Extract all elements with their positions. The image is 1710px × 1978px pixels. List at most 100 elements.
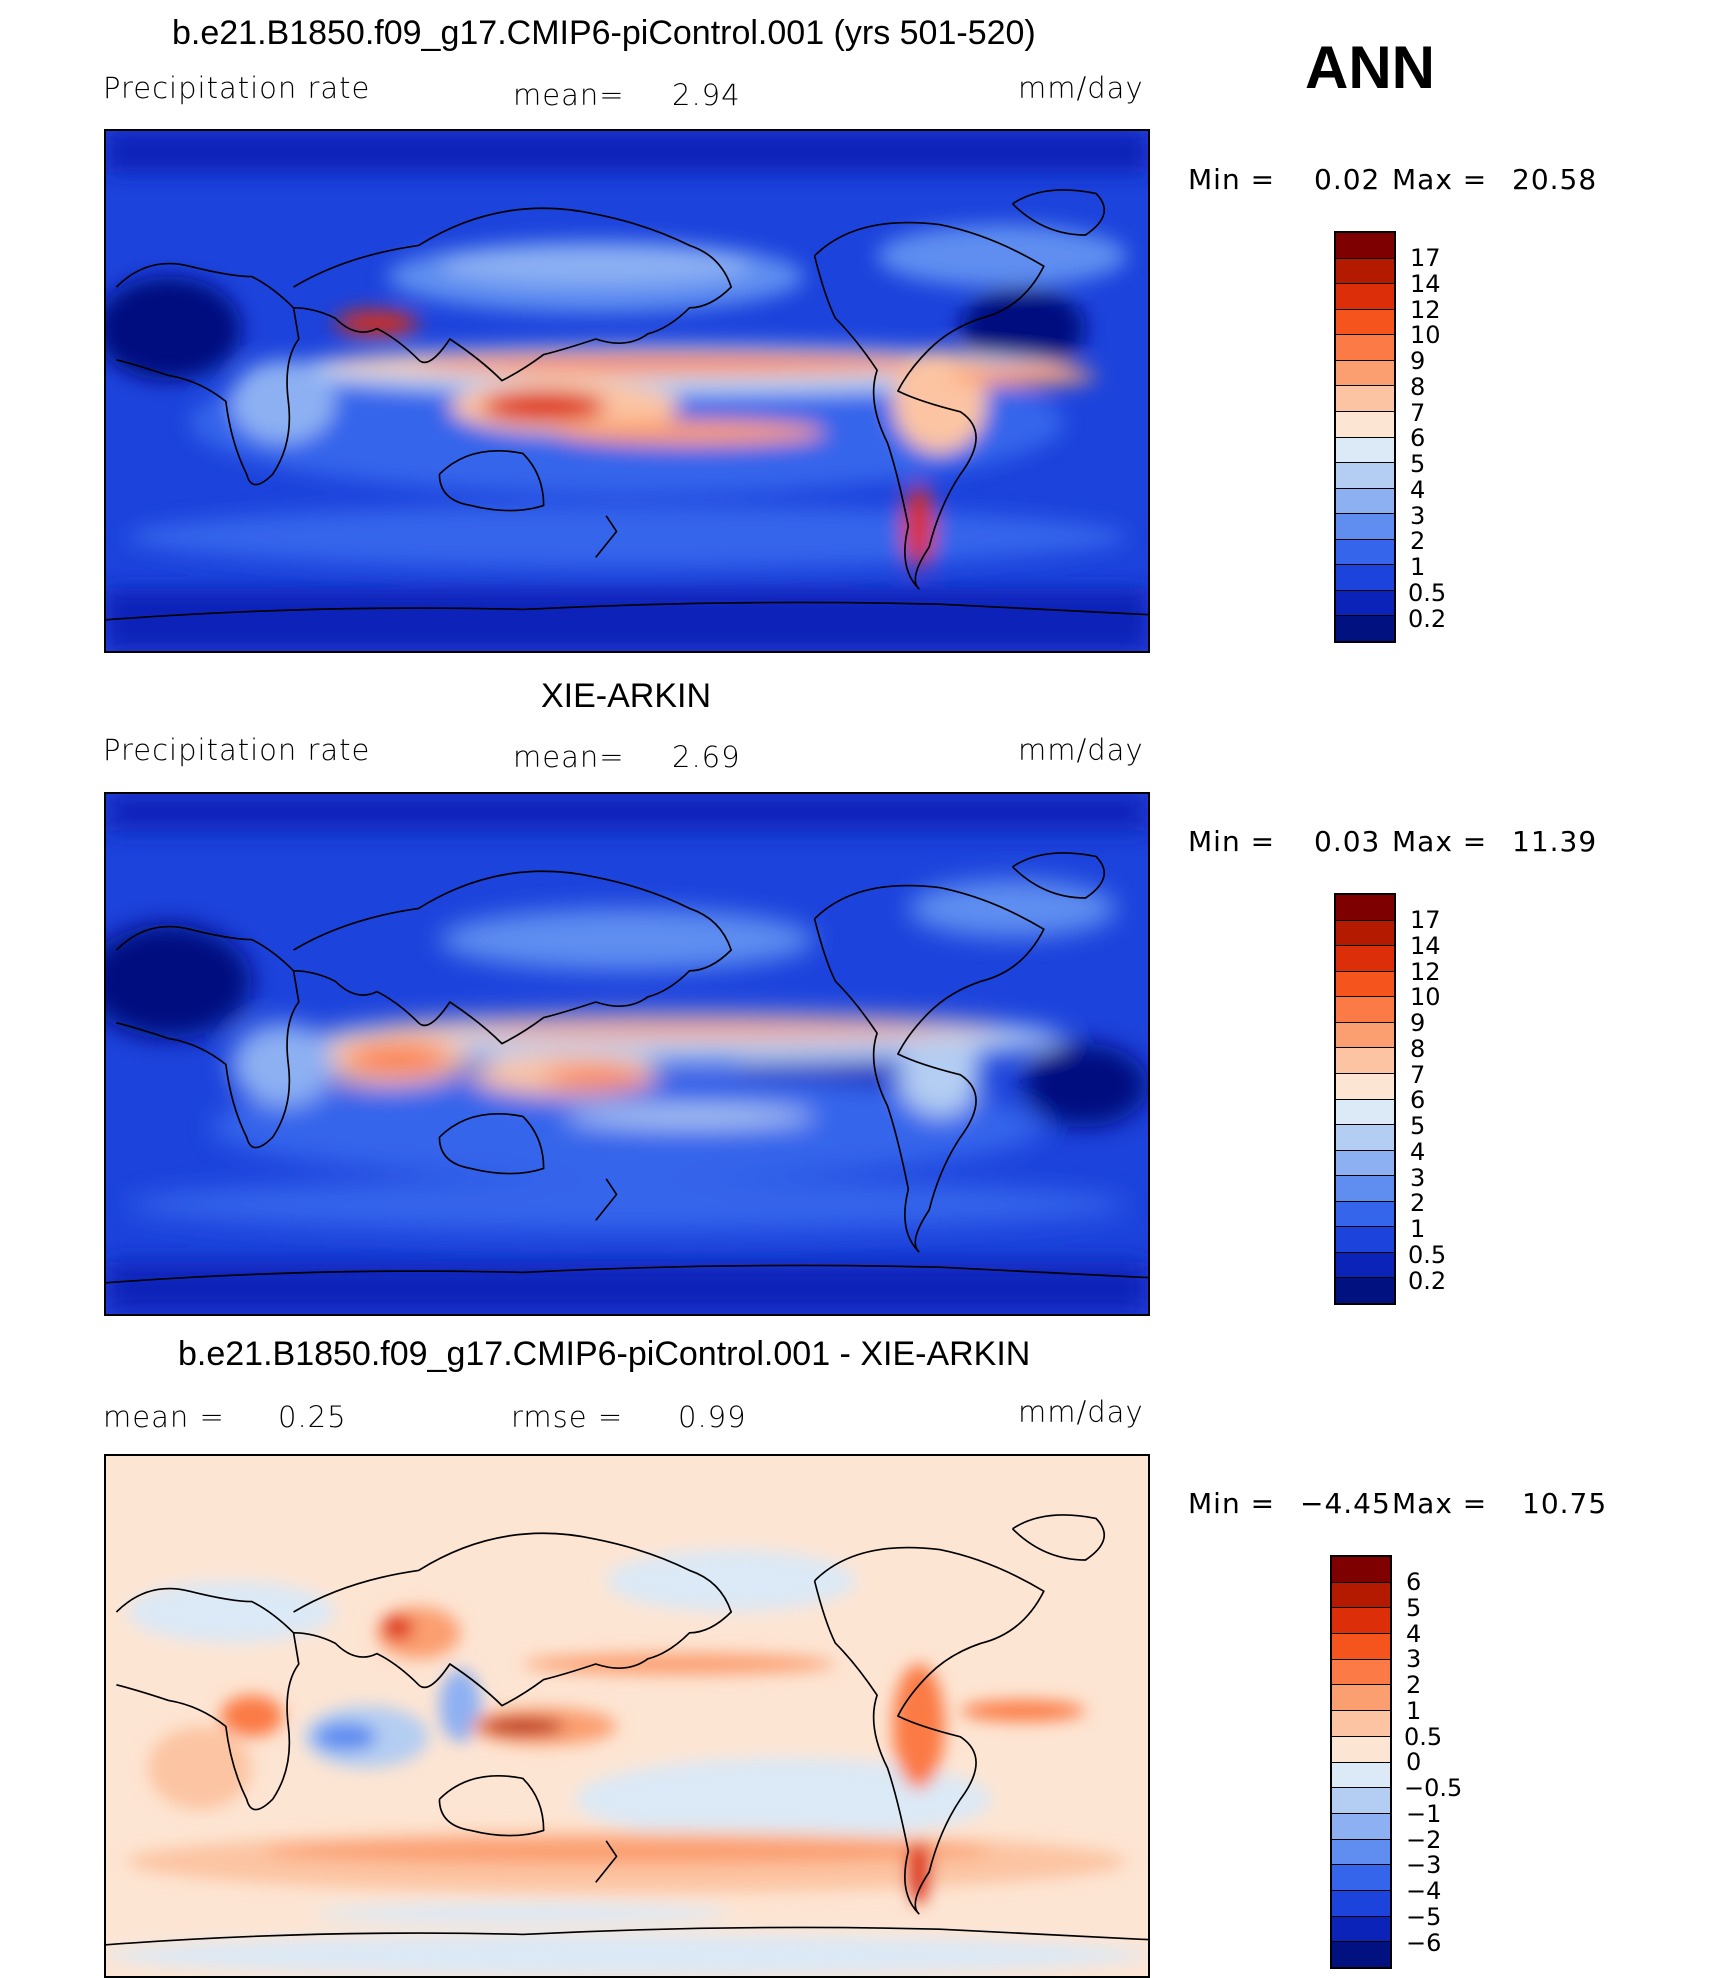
colorbar-tick-label: −2 — [1406, 1825, 1442, 1854]
colorbar-tick-label: 0.5 — [1404, 1722, 1443, 1751]
panel3-mean-value: 0.25 — [278, 1400, 347, 1434]
colorbar-box — [1336, 946, 1394, 972]
colorbar-box — [1336, 1048, 1394, 1074]
panel1-stat-label: mean= — [513, 78, 625, 112]
panel1-title: b.e21.B1850.f09_g17.CMIP6-piControl.001 … — [172, 14, 1036, 52]
colorbar-tick-label: −6 — [1406, 1928, 1442, 1957]
colorbar-tick-label: 4 — [1410, 1137, 1426, 1166]
colorbar-tick-label: 0.2 — [1408, 1266, 1447, 1295]
colorbar-tick-label: 2 — [1410, 1189, 1426, 1218]
colorbar-box — [1336, 1176, 1394, 1202]
colorbar-box — [1332, 1788, 1390, 1814]
colorbar-box — [1336, 335, 1394, 361]
colorbar-box — [1336, 565, 1394, 591]
colorbar-box — [1336, 309, 1394, 336]
panel3-mean-label: mean = — [103, 1400, 225, 1434]
panel1-stat-value: 2.94 — [672, 78, 741, 112]
panel2-variable: Precipitation rate — [103, 733, 371, 767]
panel1-min-value: 0.02 — [1314, 163, 1381, 196]
colorbar-box — [1336, 920, 1394, 947]
colorbar-tick-label: 5 — [1410, 450, 1426, 478]
panel2-stat-value: 2.69 — [672, 740, 741, 774]
panel3-min-value: −4.45 — [1300, 1487, 1391, 1520]
colorbar-box — [1336, 258, 1394, 285]
colorbar-tick-label: −0.5 — [1404, 1774, 1463, 1802]
colorbar-box — [1336, 284, 1394, 310]
colorbar-tick-label: 12 — [1410, 295, 1441, 324]
panel1-max-label: Max = — [1392, 163, 1488, 196]
colorbar-box — [1336, 437, 1394, 464]
colorbar-box — [1336, 463, 1394, 489]
colorbar-box — [1336, 1278, 1394, 1303]
panel1-min-label: Min = — [1188, 163, 1276, 196]
colorbar-box — [1332, 1659, 1390, 1686]
colorbar-box — [1332, 1557, 1390, 1583]
colorbar-box — [1336, 386, 1394, 412]
colorbar-tick-label: 3 — [1406, 1645, 1422, 1674]
colorbar-tick-label: 3 — [1410, 1163, 1426, 1192]
panel2-units: mm/day — [1018, 733, 1144, 767]
colorbar-box — [1332, 1916, 1390, 1943]
colorbar-box — [1332, 1839, 1390, 1866]
colorbar-box — [1336, 616, 1394, 641]
colorbar-box — [1332, 1890, 1390, 1917]
colorbar-tick-label: 9 — [1410, 347, 1426, 375]
colorbar-tick-label: −3 — [1406, 1851, 1442, 1880]
colorbar-tick-label: 8 — [1410, 372, 1426, 401]
colorbar-tick-label: 3 — [1410, 501, 1426, 530]
panel2-title: XIE-ARKIN — [541, 677, 712, 715]
colorbar-tick-label: 9 — [1410, 1009, 1426, 1037]
colorbar-tick-label: 5 — [1406, 1593, 1422, 1622]
colorbar-tick-label: 10 — [1410, 321, 1441, 350]
colorbar-precip-1 — [1334, 231, 1396, 643]
season-label: ANN — [1305, 34, 1435, 101]
colorbar-tick-label: 0.5 — [1408, 1240, 1447, 1269]
colorbar-precip-2 — [1334, 893, 1396, 1305]
panel1-variable: Precipitation rate — [103, 71, 371, 105]
colorbar-tick-label: 6 — [1410, 1086, 1426, 1115]
colorbar-tick-label: 2 — [1410, 527, 1426, 556]
colorbar-box — [1336, 488, 1394, 515]
colorbar-box — [1332, 1813, 1390, 1840]
colorbar-box — [1332, 1582, 1390, 1609]
panel3-title: b.e21.B1850.f09_g17.CMIP6-piControl.001 … — [178, 1335, 1031, 1373]
colorbar-tick-label: 5 — [1410, 1112, 1426, 1140]
colorbar-tick-label: 1 — [1406, 1696, 1422, 1725]
colorbar-box — [1332, 1711, 1390, 1737]
colorbar-box — [1336, 1099, 1394, 1126]
panel2-min-label: Min = — [1188, 825, 1276, 858]
colorbar-box — [1332, 1634, 1390, 1660]
model-precip-map — [104, 129, 1150, 653]
colorbar-box — [1332, 1865, 1390, 1891]
colorbar-box — [1336, 360, 1394, 387]
colorbar-box — [1336, 1073, 1394, 1100]
colorbar-box — [1332, 1685, 1390, 1712]
colorbar-box — [1332, 1608, 1390, 1635]
panel1-max-value: 20.58 — [1512, 163, 1598, 196]
colorbar-diff — [1330, 1555, 1392, 1969]
difference-precip-map — [104, 1454, 1150, 1978]
colorbar-tick-label: 4 — [1410, 475, 1426, 504]
colorbar-box — [1336, 1150, 1394, 1177]
colorbar-tick-label: 4 — [1406, 1619, 1422, 1648]
colorbar-box — [1332, 1762, 1390, 1789]
colorbar-tick-label: 1 — [1410, 1215, 1426, 1243]
panel3-max-value: 10.75 — [1522, 1487, 1608, 1520]
colorbar-box — [1336, 1201, 1394, 1228]
colorbar-tick-label: 8 — [1410, 1034, 1426, 1063]
panel3-rmse-label: rmse = — [511, 1400, 624, 1434]
colorbar-tick-label: 6 — [1410, 424, 1426, 453]
colorbar-tick-label: 14 — [1410, 269, 1441, 298]
panel3-units: mm/day — [1018, 1395, 1144, 1429]
colorbar-tick-label: −4 — [1406, 1877, 1442, 1905]
colorbar-tick-label: 6 — [1406, 1568, 1422, 1596]
colorbar-box — [1336, 1125, 1394, 1151]
panel3-min-label: Min = — [1188, 1487, 1276, 1520]
panel1-units: mm/day — [1018, 71, 1144, 105]
colorbar-tick-label: 12 — [1410, 957, 1441, 986]
colorbar-box — [1336, 233, 1394, 259]
colorbar-box — [1336, 539, 1394, 566]
colorbar-box — [1336, 590, 1394, 617]
colorbar-tick-label: 0.2 — [1408, 604, 1447, 633]
panel3-rmse-value: 0.99 — [678, 1400, 747, 1434]
